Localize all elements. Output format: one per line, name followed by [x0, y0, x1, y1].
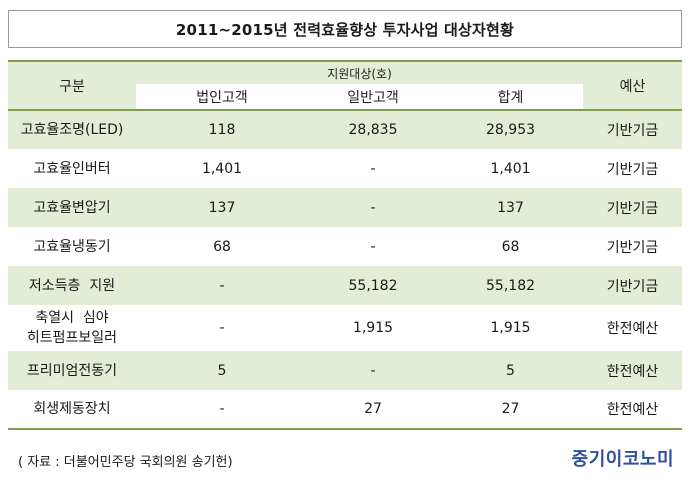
- row-general: 55,182: [308, 266, 438, 305]
- row-corp: 68: [136, 227, 308, 266]
- table-row: 고효율인버터 1,401 - 1,401 기반기금: [8, 149, 683, 188]
- row-budget: 기반기금: [583, 149, 683, 188]
- row-total: 137: [438, 188, 584, 227]
- row-general: 1,915: [308, 305, 438, 351]
- table-row: 고효율변압기 137 - 137 기반기금: [8, 188, 683, 227]
- table-row: 고효율조명(LED) 118 28,835 28,953 기반기금: [8, 110, 683, 149]
- row-name: 프리미엄전동기: [8, 351, 136, 390]
- row-name: 고효율조명(LED): [8, 110, 136, 149]
- row-name-line1: 축열시 심야: [35, 310, 109, 326]
- row-budget: 기반기금: [583, 266, 683, 305]
- row-total: 27: [438, 390, 584, 430]
- publisher-logo: 중기이코노미: [571, 449, 674, 470]
- row-budget: 기반기금: [583, 227, 683, 266]
- data-table: 구분 지원대상(호) 예산 법인고객 일반고객 합계 고효율조명(LED) 11…: [8, 60, 683, 430]
- header-general: 일반고객: [308, 84, 438, 110]
- table-row: 고효율냉동기 68 - 68 기반기금: [8, 227, 683, 266]
- row-budget: 기반기금: [583, 110, 683, 149]
- row-total: 1,401: [438, 149, 584, 188]
- row-name: 회생제동장치: [8, 390, 136, 430]
- source-note: ( 자료 : 더불어민주당 국회의원 송기헌): [18, 455, 233, 470]
- row-budget: 한전예산: [583, 305, 683, 351]
- table-title: 2011~2015년 전력효율향상 투자사업 대상자현황: [8, 10, 682, 48]
- row-name: 저소득층 지원: [8, 266, 136, 305]
- row-corp: -: [136, 390, 308, 430]
- header-corporate: 법인고객: [136, 84, 308, 110]
- header-category: 구분: [8, 61, 136, 110]
- table-row: 축열시 심야 히트펌프보일러 - 1,915 1,915 한전예산: [8, 305, 683, 351]
- row-name: 고효율냉동기: [8, 227, 136, 266]
- row-total: 28,953: [438, 110, 584, 149]
- row-budget: 한전예산: [583, 351, 683, 390]
- row-general: -: [308, 351, 438, 390]
- row-total: 55,182: [438, 266, 584, 305]
- row-corp: 118: [136, 110, 308, 149]
- header-total: 합계: [438, 84, 584, 110]
- row-name: 고효율변압기: [8, 188, 136, 227]
- header-budget: 예산: [583, 61, 683, 110]
- row-corp: 137: [136, 188, 308, 227]
- row-name: 고효율인버터: [8, 149, 136, 188]
- row-budget: 기반기금: [583, 188, 683, 227]
- row-corp: -: [136, 305, 308, 351]
- row-corp: 1,401: [136, 149, 308, 188]
- table-body: 고효율조명(LED) 118 28,835 28,953 기반기금 고효율인버터…: [8, 110, 683, 430]
- table-row: 저소득층 지원 - 55,182 55,182 기반기금: [8, 266, 683, 305]
- row-total: 1,915: [438, 305, 584, 351]
- row-total: 5: [438, 351, 584, 390]
- header-support-target: 지원대상(호): [136, 61, 584, 85]
- row-general: -: [308, 188, 438, 227]
- row-name: 축열시 심야 히트펌프보일러: [8, 305, 136, 351]
- table-row: 프리미엄전동기 5 - 5 한전예산: [8, 351, 683, 390]
- row-corp: -: [136, 266, 308, 305]
- row-general: 28,835: [308, 110, 438, 149]
- row-name-line2: 히트펌프보일러: [26, 330, 118, 346]
- row-general: -: [308, 149, 438, 188]
- row-corp: 5: [136, 351, 308, 390]
- table-row: 회생제동장치 - 27 27 한전예산: [8, 390, 683, 430]
- table-header: 구분 지원대상(호) 예산 법인고객 일반고객 합계: [8, 61, 683, 110]
- row-general: 27: [308, 390, 438, 430]
- row-budget: 한전예산: [583, 390, 683, 430]
- row-general: -: [308, 227, 438, 266]
- row-total: 68: [438, 227, 584, 266]
